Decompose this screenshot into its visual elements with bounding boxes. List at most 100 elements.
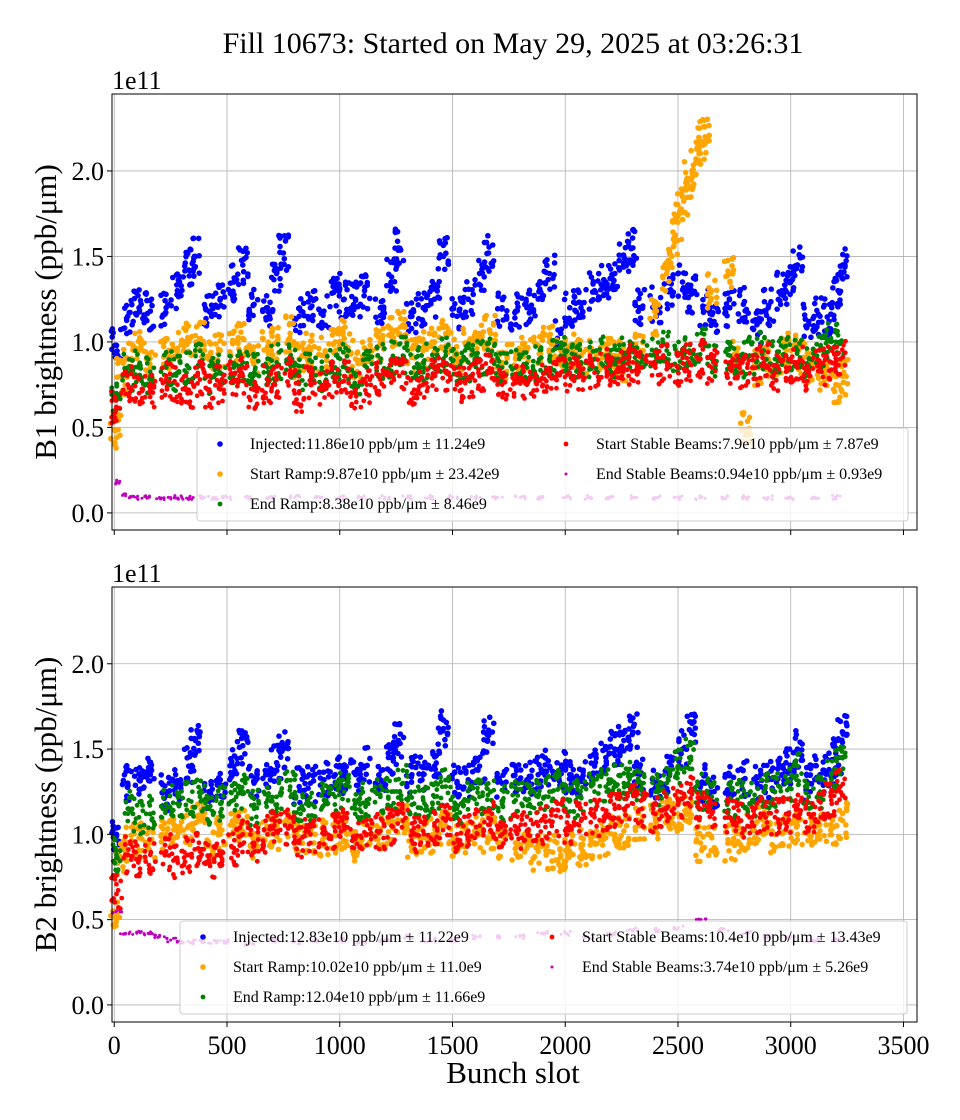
- data-point: [276, 733, 282, 739]
- data-point: [766, 302, 772, 308]
- data-points: [107, 116, 851, 502]
- data-point: [183, 373, 189, 379]
- data-point: [112, 415, 118, 421]
- data-point: [304, 364, 310, 370]
- data-point: [182, 260, 189, 266]
- data-point: [296, 305, 303, 311]
- data-point: [478, 341, 484, 346]
- data-point: [144, 310, 151, 317]
- data-point: [305, 290, 311, 297]
- data-point: [168, 303, 175, 309]
- data-point: [629, 235, 636, 241]
- data-point: [435, 741, 441, 747]
- data-point: [117, 432, 123, 439]
- data-point: [683, 342, 689, 348]
- data-point: [380, 341, 386, 347]
- data-point: [681, 159, 688, 165]
- data-point: [120, 777, 127, 784]
- data-point: [473, 361, 479, 366]
- data-point: [563, 382, 568, 387]
- data-point: [234, 738, 241, 745]
- data-point: [430, 371, 436, 376]
- data-point: [640, 339, 646, 344]
- data-point: [322, 395, 327, 400]
- data-point: [589, 289, 596, 295]
- data-point: [484, 250, 490, 257]
- data-point: [140, 496, 144, 500]
- data-point: [592, 370, 597, 376]
- data-point: [801, 312, 808, 318]
- data-point: [680, 360, 686, 366]
- data-point: [704, 116, 711, 123]
- data-point: [635, 379, 641, 385]
- legend: Injected:11.86e10 ppb/μm ± 11.24e9Start …: [196, 427, 909, 522]
- data-point: [598, 740, 604, 747]
- data-point: [246, 342, 253, 349]
- data-point: [827, 376, 833, 382]
- data-point: [397, 341, 403, 346]
- data-point: [203, 404, 208, 410]
- data-point: [195, 380, 200, 386]
- data-point: [244, 349, 250, 355]
- data-point: [237, 247, 243, 253]
- data-point: [472, 329, 479, 336]
- data-point: [713, 287, 720, 294]
- data-point: [408, 754, 415, 761]
- data-point: [489, 369, 495, 374]
- data-point: [801, 372, 807, 378]
- data-point: [112, 394, 117, 400]
- data-point: [626, 354, 632, 359]
- data-point: [485, 232, 491, 239]
- data-point: [490, 258, 497, 264]
- data-point: [464, 279, 470, 285]
- data-point: [504, 392, 510, 398]
- data-point: [529, 767, 535, 774]
- data-point: [555, 356, 561, 362]
- data-point: [206, 292, 213, 299]
- data-point: [433, 387, 439, 393]
- data-point: [374, 365, 379, 371]
- data-point: [122, 492, 126, 496]
- data-point: [570, 287, 577, 294]
- data-point: [754, 354, 760, 360]
- data-point: [335, 367, 341, 372]
- data-point: [308, 382, 314, 388]
- data-point: [158, 772, 165, 778]
- data-point: [375, 360, 381, 365]
- data-point: [837, 371, 843, 377]
- data-point: [143, 291, 149, 297]
- data-point: [421, 395, 427, 400]
- data-point: [299, 309, 306, 315]
- data-point: [359, 339, 366, 345]
- data-point: [530, 363, 536, 369]
- data-point: [344, 390, 350, 396]
- data-point: [188, 246, 194, 253]
- data-point: [123, 768, 129, 775]
- data-point: [305, 351, 310, 357]
- data-point: [443, 250, 449, 257]
- data-point: [734, 353, 740, 359]
- data-point: [814, 341, 820, 347]
- data-point: [129, 364, 135, 369]
- data-point: [435, 347, 440, 353]
- data-point: [391, 340, 397, 345]
- data-point: [521, 369, 527, 375]
- data-point: [337, 270, 343, 277]
- data-point: [451, 336, 457, 343]
- data-point: [456, 364, 462, 370]
- data-point: [425, 385, 431, 390]
- data-point: [778, 343, 784, 348]
- data-point: [631, 252, 637, 259]
- data-point: [284, 740, 291, 747]
- data-point: [192, 263, 199, 270]
- data-point: [620, 376, 626, 382]
- data-point: [330, 326, 337, 333]
- data-point: [259, 329, 266, 335]
- data-point: [180, 274, 187, 280]
- data-point: [417, 754, 424, 760]
- data-point: [727, 381, 733, 386]
- data-point: [693, 171, 699, 178]
- data-point: [833, 278, 840, 284]
- data-point: [245, 273, 251, 280]
- data-point: [282, 238, 289, 244]
